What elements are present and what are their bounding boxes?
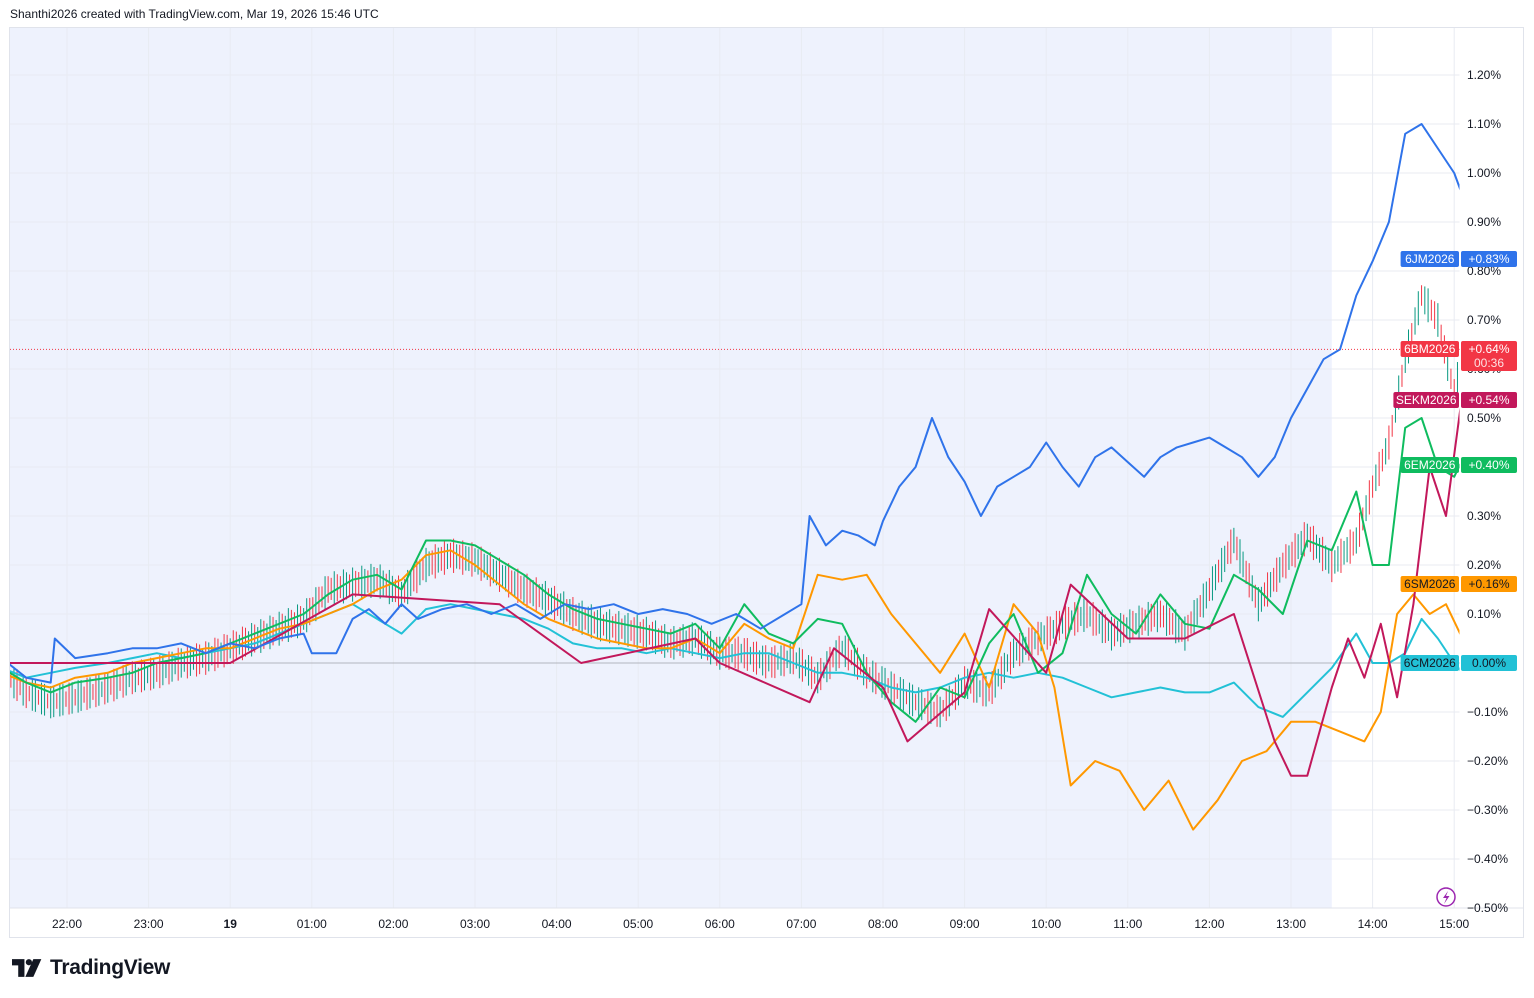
time-axis-label: 10:00 bbox=[1031, 917, 1061, 931]
time-axis[interactable]: 22:00 23:00 19 01:00 02:00 03:00 04:00 05:00 06:… bbox=[52, 917, 1470, 931]
series-tags: 6JM2026 +0.83% 6BM2026 +0.64%00:36 SEKM2026 +… bbox=[1393, 251, 1517, 671]
time-axis-label: 22:00 bbox=[52, 917, 82, 931]
series-tag-value: +0.16% bbox=[1468, 577, 1509, 591]
series-tag-name: 6EM2026 bbox=[1404, 458, 1456, 472]
price-axis-label: −0.50% bbox=[1467, 901, 1508, 915]
time-axis-label: 23:00 bbox=[134, 917, 164, 931]
series-6jm2026[interactable] bbox=[10, 123, 1524, 684]
series-sekm2026[interactable] bbox=[10, 286, 1524, 777]
price-axis-label: 0.20% bbox=[1467, 558, 1501, 572]
series-tag-name: 6SM2026 bbox=[1404, 577, 1456, 591]
series-tag-value: +0.64% bbox=[1468, 342, 1509, 356]
time-axis-label: 15:00 bbox=[1439, 917, 1469, 931]
time-axis-label: 03:00 bbox=[460, 917, 490, 931]
series-tag-value: 0.00% bbox=[1472, 656, 1506, 670]
time-axis-label: 09:00 bbox=[950, 917, 980, 931]
price-axis-label: 0.80% bbox=[1467, 264, 1501, 278]
series-6bm2026[interactable] bbox=[10, 236, 1524, 728]
series-tag-6em2026[interactable]: 6EM2026 +0.40% bbox=[1400, 457, 1517, 473]
price-axis-label: 1.00% bbox=[1467, 166, 1501, 180]
price-axis-label: 0.30% bbox=[1467, 509, 1501, 523]
tradingview-brand-text: TradingView bbox=[50, 956, 171, 979]
price-axis-label: 1.20% bbox=[1467, 68, 1501, 82]
series-tag-6jm2026[interactable]: 6JM2026 +0.83% bbox=[1400, 251, 1517, 267]
price-axis-label: −0.20% bbox=[1467, 754, 1508, 768]
series-6sm2026[interactable] bbox=[10, 516, 1524, 831]
bar-countdown: 00:36 bbox=[1474, 356, 1504, 370]
time-axis-label: 14:00 bbox=[1358, 917, 1388, 931]
time-axis-label: 11:00 bbox=[1113, 917, 1142, 931]
tradingview-logo[interactable]: TradingView bbox=[12, 956, 170, 980]
time-axis-label: 19 bbox=[224, 917, 238, 931]
tradingview-logo-icon bbox=[12, 959, 42, 977]
chart-canvas[interactable]: 1.20%1.10%1.00%0.90%0.80%0.70%0.60%0.50%… bbox=[10, 28, 1524, 938]
time-axis-label: 08:00 bbox=[868, 917, 898, 931]
time-axis-label: 04:00 bbox=[542, 917, 572, 931]
price-axis-label: 0.90% bbox=[1467, 215, 1501, 229]
time-axis-label: 01:00 bbox=[297, 917, 327, 931]
lightning-icon[interactable] bbox=[1436, 887, 1456, 907]
series-tag-sekm2026[interactable]: SEKM2026 +0.54% bbox=[1393, 392, 1517, 408]
series-tag-name: 6CM2026 bbox=[1404, 656, 1456, 670]
series-tag-name: SEKM2026 bbox=[1396, 393, 1457, 407]
time-axis-label: 13:00 bbox=[1276, 917, 1306, 931]
price-axis-label: 0.10% bbox=[1467, 607, 1501, 621]
price-axis-label: −0.30% bbox=[1467, 803, 1508, 817]
time-axis-label: 02:00 bbox=[378, 917, 408, 931]
series-tag-6sm2026[interactable]: 6SM2026 +0.16% bbox=[1400, 576, 1517, 592]
series-layer bbox=[10, 123, 1524, 831]
time-axis-label: 05:00 bbox=[623, 917, 653, 931]
time-axis-label: 07:00 bbox=[786, 917, 816, 931]
series-tag-name: 6BM2026 bbox=[1404, 342, 1456, 356]
series-tag-name: 6JM2026 bbox=[1405, 252, 1455, 266]
series-tag-value: +0.54% bbox=[1468, 393, 1509, 407]
price-axis-label: 1.10% bbox=[1467, 117, 1501, 131]
series-tag-value: +0.40% bbox=[1468, 458, 1509, 472]
time-axis-label: 12:00 bbox=[1194, 917, 1224, 931]
price-axis-label: −0.40% bbox=[1467, 852, 1508, 866]
series-tag-value: +0.83% bbox=[1468, 252, 1509, 266]
time-axis-label: 06:00 bbox=[705, 917, 735, 931]
series-tag-6bm2026[interactable]: 6BM2026 +0.64%00:36 bbox=[1400, 341, 1517, 371]
price-axis[interactable]: 1.20%1.10%1.00%0.90%0.80%0.70%0.60%0.50%… bbox=[1467, 68, 1508, 915]
price-axis-label: 0.50% bbox=[1467, 411, 1501, 425]
series-tag-6cm2026[interactable]: 6CM2026 0.00% bbox=[1400, 655, 1517, 671]
price-axis-label: −0.10% bbox=[1467, 705, 1508, 719]
chart-attribution: Shanthi2026 created with TradingView.com… bbox=[10, 7, 379, 21]
price-axis-label: 0.70% bbox=[1467, 313, 1501, 327]
